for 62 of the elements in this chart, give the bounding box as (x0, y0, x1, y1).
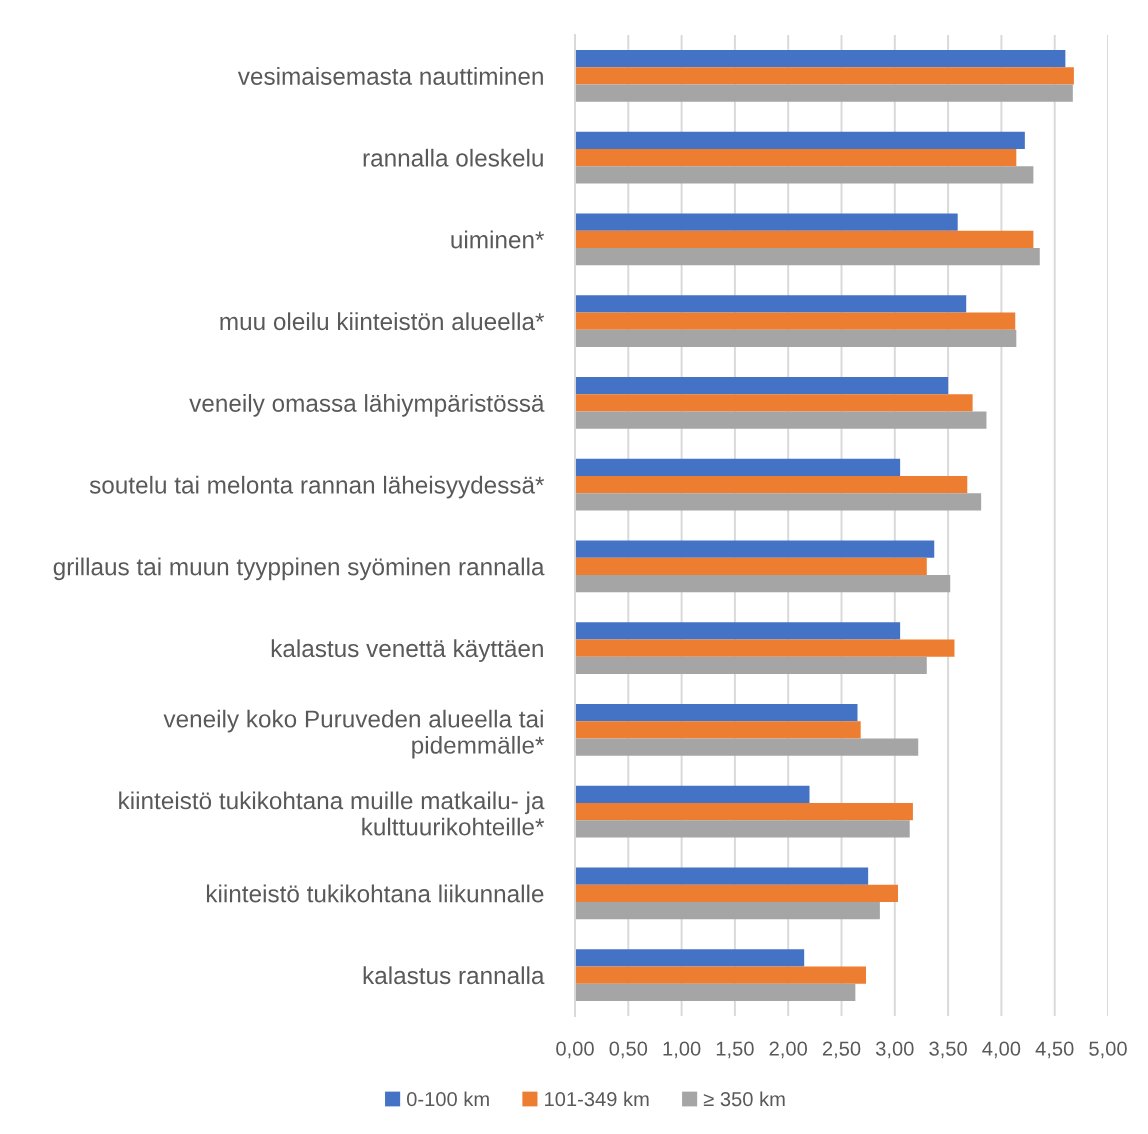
y-tick-label: kalastus rannalla (363, 966, 545, 985)
bar (575, 574, 951, 593)
x-tick-label: 4,00 (982, 1041, 1021, 1059)
y-tick-label: grillaus tai muun tyyppinen syöminen rannalla (53, 557, 545, 581)
y-tick-label: rannalla oleskelu (363, 148, 543, 167)
bar (575, 639, 955, 657)
bar (575, 213, 958, 231)
y-tick-label: veneily omassa lähiympäristössä (189, 394, 545, 417)
x-tick-label: 5,00 (1089, 1041, 1127, 1059)
bar (575, 983, 856, 1001)
bar (575, 394, 973, 412)
bar (575, 131, 1025, 150)
y-tick-label: uiminen* (451, 230, 545, 249)
bar (575, 820, 910, 838)
bar (575, 411, 987, 429)
bar (575, 622, 901, 640)
bar (575, 949, 805, 967)
x-tick-label: 0,00 (556, 1041, 594, 1059)
bar (575, 458, 901, 477)
x-tick-label: 1,50 (716, 1041, 754, 1059)
bar (575, 721, 861, 739)
bar (575, 377, 949, 395)
bar (575, 901, 880, 920)
bar (575, 149, 1017, 167)
bar (575, 329, 1017, 347)
bar (575, 166, 1034, 184)
bar (575, 738, 919, 756)
legend-label: ≥ 350 km (703, 1091, 785, 1107)
bar (575, 295, 967, 313)
bar (575, 966, 867, 984)
bar (575, 247, 1040, 266)
bar (575, 704, 858, 722)
y-tick-label: veneily koko Puruveden alueella tai pidemmälle* (163, 709, 545, 759)
x-tick-label: 2,00 (769, 1041, 808, 1059)
bar (575, 67, 1074, 85)
y-tick-label: kalastus venettä käyttäen (271, 639, 543, 662)
bar (575, 50, 1066, 68)
bar (575, 493, 982, 511)
x-tick-label: 3,50 (929, 1041, 967, 1059)
y-tick-label: muu oleilu kiinteistön alueella* (220, 312, 545, 331)
bar (575, 84, 1073, 102)
y-tick-label: kiinteistö tukikohtana liikunnalle (206, 884, 544, 903)
bar (575, 656, 927, 674)
legend-label: 0-100 km (406, 1091, 489, 1107)
bar (575, 803, 913, 821)
bar (575, 312, 1016, 330)
bar (575, 230, 1034, 248)
x-tick-label: 0,50 (609, 1041, 648, 1059)
bar (575, 884, 898, 902)
x-tick-label: 4,50 (1035, 1041, 1074, 1059)
x-tick-label: 2,50 (822, 1041, 861, 1059)
x-tick-label: 3,00 (875, 1041, 914, 1059)
legend-label: 101-349 km (545, 1091, 649, 1107)
bar (575, 557, 927, 575)
bar (575, 476, 968, 494)
x-tick-label: 1,00 (663, 1041, 701, 1059)
y-tick-label: vesimaisemasta nauttiminen (237, 67, 543, 85)
y-tick-label: soutelu tai melonta rannan läheisyydessä* (89, 475, 545, 499)
bar (575, 540, 935, 558)
bar (575, 785, 810, 804)
y-tick-label: kiinteistö tukikohtana muille matkailu- ja kulttuurikohteille* (119, 791, 545, 836)
bar (575, 867, 869, 885)
